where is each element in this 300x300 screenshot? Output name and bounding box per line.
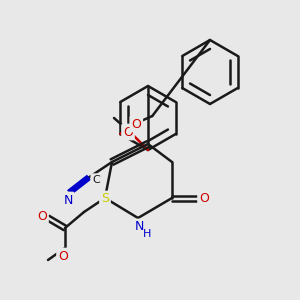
- Text: N: N: [134, 220, 144, 233]
- Text: O: O: [37, 211, 47, 224]
- Text: H: H: [143, 229, 151, 239]
- Text: S: S: [101, 193, 109, 206]
- Text: O: O: [131, 118, 141, 130]
- Text: O: O: [58, 250, 68, 262]
- Text: C: C: [92, 175, 100, 185]
- Text: O: O: [123, 125, 133, 139]
- Text: N: N: [63, 194, 73, 206]
- Text: O: O: [199, 191, 209, 205]
